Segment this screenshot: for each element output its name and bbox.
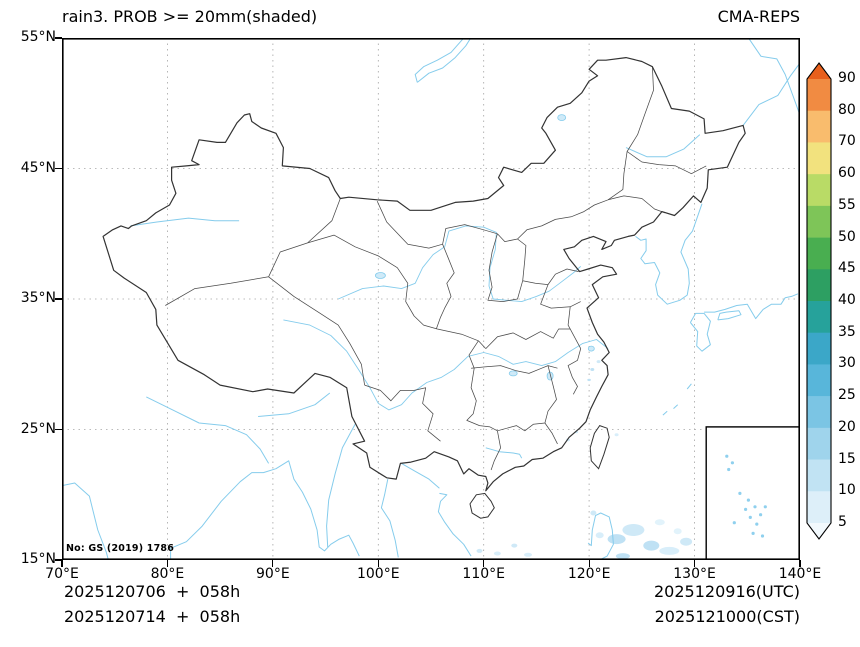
lat-tick-mark — [55, 298, 62, 300]
footer-init-cst: 2025120714 + 058h — [64, 607, 241, 626]
lat-tick-label: 45°N — [20, 159, 56, 176]
plot-title: rain3. PROB >= 20mm(shaded) — [62, 7, 318, 26]
colorbar-tick-label: 60 — [838, 165, 856, 182]
lon-tick-mark — [693, 560, 696, 567]
lon-tick-label: 70°E — [45, 566, 79, 582]
lat-tick-mark — [55, 167, 62, 170]
lon-tick-label: 110°E — [462, 566, 505, 582]
lon-tick-label: 120°E — [567, 566, 611, 582]
lon-tick-mark — [483, 560, 485, 567]
lat-tick-mark — [55, 559, 62, 561]
colorbar-tick-label: 25 — [838, 387, 856, 404]
footer-valid-cst: 2025121000(CST) — [654, 607, 800, 626]
colorbar-tick-label: 35 — [838, 323, 856, 340]
colorbar-tick-label: 45 — [838, 260, 856, 277]
colorbar-tick-label: 70 — [838, 133, 856, 150]
footer-valid-utc: 2025120916(UTC) — [654, 582, 800, 601]
lon-tick-mark — [377, 560, 379, 567]
lat-tick-mark — [55, 428, 62, 431]
lon-tick-label: 80°E — [150, 566, 185, 582]
lat-tick-label: 15°N — [20, 551, 56, 567]
lat-tick-mark — [55, 37, 62, 39]
lon-tick-label: 130°E — [673, 566, 716, 582]
china-map-svg — [62, 38, 800, 560]
colorbar — [806, 62, 832, 540]
lat-tick-label: 35°N — [20, 290, 56, 306]
lat-tick-label: 25°N — [20, 420, 56, 437]
colorbar-tick-label: 80 — [838, 101, 856, 118]
colorbar-tick-label: 55 — [838, 196, 856, 213]
lon-tick-mark — [61, 560, 63, 567]
model-label: CMA-REPS — [717, 7, 800, 26]
lon-tick-mark — [799, 560, 801, 567]
colorbar-tick-label: 50 — [838, 228, 856, 245]
colorbar-tick-label: 5 — [838, 514, 847, 530]
lon-tick-mark — [588, 560, 590, 567]
lon-tick-mark — [166, 560, 169, 567]
colorbar-tick-label: 40 — [838, 292, 856, 308]
colorbar-tick-label: 90 — [838, 70, 856, 86]
lon-tick-label: 100°E — [356, 566, 400, 582]
colorbar-tick-label: 20 — [838, 418, 856, 435]
colorbar-tick-label: 30 — [838, 355, 856, 372]
lon-tick-label: 90°E — [256, 566, 290, 582]
footer-init-utc: 2025120706 + 058h — [64, 582, 241, 601]
lat-tick-label: 55°N — [20, 29, 56, 45]
lon-tick-mark — [272, 560, 274, 567]
map-plot-area — [62, 38, 800, 560]
colorbar-tick-label: 10 — [838, 482, 856, 499]
license-note: No: GS (2019) 1786 — [66, 543, 175, 554]
colorbar-svg — [806, 62, 832, 540]
lon-tick-label: 140°E — [778, 566, 822, 582]
colorbar-tick-label: 15 — [838, 450, 856, 467]
